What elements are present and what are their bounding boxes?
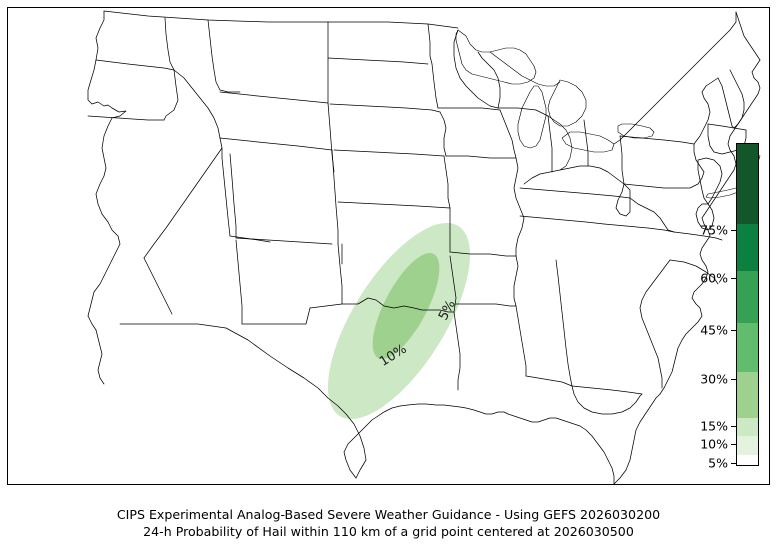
colorbar-segment-4 bbox=[737, 371, 758, 419]
colorbar-segment-1 bbox=[737, 223, 758, 272]
colorbar-segment-2 bbox=[737, 271, 758, 323]
colorbar-tick-label-2: 45% bbox=[700, 322, 728, 338]
colorbar-gradient bbox=[736, 143, 759, 466]
colorbar-tick-label-1: 60% bbox=[700, 270, 728, 286]
contour-fills bbox=[327, 222, 471, 420]
colorbar-tick-6 bbox=[731, 463, 736, 464]
colorbar-tick-label-0: 75% bbox=[700, 222, 728, 238]
caption-line-2: 24-h Probability of Hail within 110 km o… bbox=[143, 524, 634, 539]
colorbar-tick-1 bbox=[731, 278, 736, 279]
figure-caption: CIPS Experimental Analog-Based Severe We… bbox=[0, 506, 777, 540]
colorbar-segment-5 bbox=[737, 418, 758, 437]
colorbar-segment-0 bbox=[737, 144, 758, 224]
colorbar: 75% 60% 45% 30% 15% 10% 5% bbox=[700, 143, 759, 471]
colorbar-tick-label-3: 30% bbox=[700, 371, 728, 387]
colorbar-segment-7 bbox=[737, 455, 758, 465]
us-map-svg bbox=[87, 10, 761, 484]
colorbar-tick-2 bbox=[731, 330, 736, 331]
contour-10-percent bbox=[372, 252, 440, 360]
colorbar-tick-label-4: 15% bbox=[700, 418, 728, 434]
colorbar-tick-4 bbox=[731, 426, 736, 427]
colorbar-tick-0 bbox=[731, 230, 736, 231]
national-outline bbox=[87, 10, 761, 484]
colorbar-segment-3 bbox=[737, 322, 758, 372]
colorbar-tick-label-6: 5% bbox=[708, 455, 728, 471]
colorbar-tick-label-5: 10% bbox=[700, 436, 728, 452]
map-panel: 10% 5% 75% 60% 45% 30% 15% 10% 5% bbox=[7, 7, 770, 485]
colorbar-tick-3 bbox=[731, 379, 736, 380]
caption-line-1: CIPS Experimental Analog-Based Severe We… bbox=[116, 507, 661, 522]
colorbar-tick-5 bbox=[731, 444, 736, 445]
state-boundaries bbox=[87, 17, 747, 415]
colorbar-segment-6 bbox=[737, 436, 758, 455]
